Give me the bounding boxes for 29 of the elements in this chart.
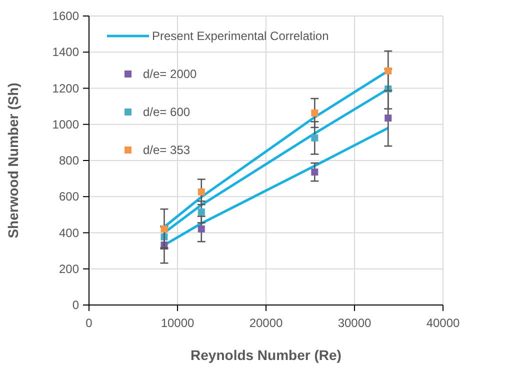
point: [198, 208, 205, 216]
legend-label: d/e= 600: [143, 105, 190, 119]
y-tick-label: 800: [58, 154, 80, 168]
y-tick-label: 1200: [52, 81, 80, 96]
y-tick-label: 600: [58, 190, 80, 204]
point: [198, 188, 205, 196]
point: [311, 134, 318, 142]
x-axis-title: Reynolds Number (Re): [190, 347, 342, 363]
y-tick-label: 0: [72, 298, 80, 312]
y-tick-label: 400: [58, 226, 80, 240]
x-tick-label: 40000: [426, 316, 460, 330]
y-tick-label: 1000: [52, 117, 80, 132]
point: [311, 109, 318, 116]
x-tick-label: 30000: [338, 316, 372, 330]
point: [384, 114, 392, 122]
y-tick-label: 1400: [52, 45, 80, 60]
point: [384, 67, 392, 74]
y-tick-label: 200: [58, 262, 80, 276]
x-tick-label: 0: [86, 316, 93, 330]
point: [160, 225, 168, 232]
point: [198, 225, 205, 232]
y-axis-title: Sherwood Number (Sh): [5, 82, 21, 238]
legend-label: d/e= 353: [143, 143, 190, 157]
x-tick-label: 20000: [249, 316, 284, 330]
x-tick-label: 10000: [160, 316, 195, 330]
point: [311, 168, 318, 176]
legend-label: Present Experimental Correlation: [152, 29, 329, 43]
legend-label: d/e= 2000: [143, 67, 198, 81]
y-tick-label: 1600: [52, 9, 80, 23]
